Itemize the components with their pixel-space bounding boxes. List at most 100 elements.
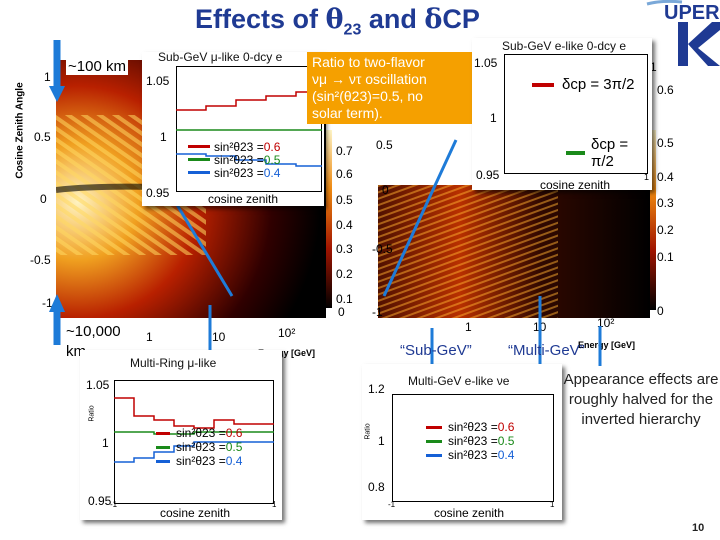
- right-x-axis-title: Energy [GeV]: [578, 340, 636, 350]
- color-tick: 0.5: [336, 193, 353, 207]
- panel-y-tick: 1: [490, 111, 497, 125]
- right-color-tick: 0.1: [657, 250, 674, 264]
- legend-value: 0.6: [263, 139, 281, 154]
- legend-label: sin²θ23 =: [214, 152, 264, 167]
- x-axis-title: Energy [GeV]: [258, 348, 316, 358]
- logo-graphic: [646, 0, 720, 66]
- super-k-logo: UPER: [642, 0, 720, 70]
- color-tick: 0.4: [336, 218, 353, 232]
- legend-swatch-blue: [188, 171, 210, 174]
- right-color-tick: 0.6: [657, 83, 674, 97]
- panel-x-label: cosine zenith: [540, 178, 611, 192]
- panel-x-label: cosine zenith: [434, 506, 505, 520]
- color-tick: 0: [338, 305, 345, 319]
- ratio-histogram: [114, 380, 274, 504]
- distance-label-short: ~100 km: [66, 58, 128, 75]
- color-scale-right: [650, 130, 656, 310]
- panel-subgev-mu-like: Sub-GeV μ-like 0-dcy e 1.05 1 0.95 sin²θ…: [142, 50, 324, 206]
- legend: sin²θ23 = 0.6 sin²θ23 = 0.5 sin²θ23 = 0.…: [156, 426, 242, 468]
- legend-swatch-blue: [156, 459, 170, 463]
- legend-swatch-red: [426, 425, 442, 429]
- right-color-tick: 0.5: [657, 136, 674, 150]
- y-tick: 0: [40, 192, 47, 206]
- callout-line: νμ → ντ oscillation: [312, 71, 427, 87]
- panel-title: Sub-GeV e-like 0-dcy e: [502, 39, 627, 53]
- panel-x-tick: 1: [272, 500, 277, 509]
- panel-y-tick: 0.8: [368, 480, 385, 494]
- legend: sin²θ23 = 0.6 sin²θ23 = 0.5 sin²θ23 = 0.…: [188, 139, 281, 180]
- legend-swatch-green: [188, 158, 210, 161]
- right-y-tick: 0: [382, 183, 389, 197]
- panel-x-label: cosine zenith: [208, 192, 279, 206]
- legend-value: 0.5: [497, 434, 515, 448]
- legend-label: sin²θ23 =: [214, 165, 264, 180]
- panel-title: Multi-Ring μ-like: [130, 356, 217, 370]
- legend-label: sin²θ23 =: [448, 434, 498, 448]
- legend-value: 0.6: [497, 420, 515, 434]
- y-tick: 0.5: [34, 130, 51, 144]
- panel-y-tick: 0.95: [88, 494, 112, 508]
- y-tick: -0.5: [30, 253, 51, 267]
- panel-y-tick: 1.05: [474, 56, 498, 70]
- panel-x-tick: 1: [644, 172, 650, 182]
- right-color-tick: 0.4: [657, 170, 674, 184]
- slide-title: Effects of θ23 and δCP: [195, 4, 480, 39]
- legend-label: sin²θ23 =: [214, 139, 264, 154]
- panel-multigev-e-like: Multi-GeV e-like νe 1.2 1 0.8 Ratio sin²…: [362, 364, 562, 520]
- right-color-tick: 0.2: [657, 223, 674, 237]
- ratio-histogram: [176, 66, 322, 192]
- legend-item: δcp = 3π/2: [532, 76, 635, 93]
- panel-y-tick: 1.2: [368, 382, 385, 396]
- legend-swatch-green: [566, 151, 586, 155]
- legend-swatch-blue: [426, 453, 442, 457]
- page-number: 10: [692, 522, 705, 534]
- color-scale-left: [326, 130, 332, 308]
- right-color-tick: 0: [657, 304, 664, 318]
- legend-swatch-red: [156, 431, 170, 435]
- appearance-note: Appearance effects are roughly halved fo…: [563, 371, 719, 428]
- y-tick: 1: [44, 70, 51, 84]
- panel-y-tick: 1.05: [86, 378, 110, 392]
- legend-label: sin²θ23 =: [448, 448, 498, 462]
- legend-swatch-green: [156, 445, 170, 449]
- x-tick: 1: [146, 330, 153, 344]
- panel-multiring-mu-like: Multi-Ring μ-like 1.05 1 0.95 Ratio sin²…: [80, 350, 282, 520]
- x-tick: 10: [212, 330, 226, 344]
- x-tick: 10²: [278, 326, 296, 340]
- callout-line: (sin²(θ23)=0.5, no: [312, 88, 423, 104]
- panel-y-axis: Ratio: [364, 423, 372, 440]
- legend-label: sin²θ23 =: [176, 440, 226, 454]
- callout-line: Ratio to two-flavor: [312, 54, 425, 70]
- main-oscillogram-right: [378, 185, 650, 318]
- legend-value: 0.4: [225, 454, 243, 468]
- subgev-label: “Sub-GeV”: [400, 342, 472, 359]
- y-tick: -1: [42, 296, 53, 310]
- color-tick: 0.1: [336, 292, 353, 306]
- multigev-label: “Multi-GeV”: [508, 342, 585, 359]
- legend-swatch-red: [532, 82, 554, 87]
- logo-text: UPER: [664, 2, 720, 24]
- legend-label: δcp = π/2: [591, 136, 629, 170]
- panel-y-tick: 1: [160, 130, 167, 144]
- legend-value: 0.5: [225, 440, 243, 454]
- panel-subgev-e-like: Sub-GeV e-like 0-dcy e 1.05 1 0.95 δcp =…: [472, 38, 652, 192]
- legend-label: sin²θ23 =: [176, 426, 226, 440]
- right-y-tick: 0.5: [376, 138, 393, 152]
- panel-y-tick: 1.05: [146, 74, 170, 88]
- legend-value: 0.4: [497, 448, 515, 462]
- legend-label: sin²θ23 =: [448, 420, 498, 434]
- color-tick: 0.6: [336, 167, 353, 181]
- legend-value: 0.6: [225, 426, 243, 440]
- ratio-callout: Ratio to two-flavor νμ → ντ oscillation …: [307, 52, 479, 124]
- right-color-tick: 0.3: [657, 196, 674, 210]
- panel-y-axis: Ratio: [88, 405, 96, 422]
- panel-y-tick: 0.95: [476, 168, 500, 182]
- color-tick: 0.2: [336, 267, 353, 281]
- legend-value: 0.5: [263, 152, 281, 167]
- panel-title: Sub-GeV μ-like 0-dcy e: [158, 50, 283, 64]
- color-tick: 0.3: [336, 242, 353, 256]
- legend-swatch-red: [188, 145, 210, 148]
- panel-x-tick: -1: [388, 500, 396, 509]
- legend: sin²θ23 = 0.6 sin²θ23 = 0.5 sin²θ23 = 0.…: [426, 420, 514, 462]
